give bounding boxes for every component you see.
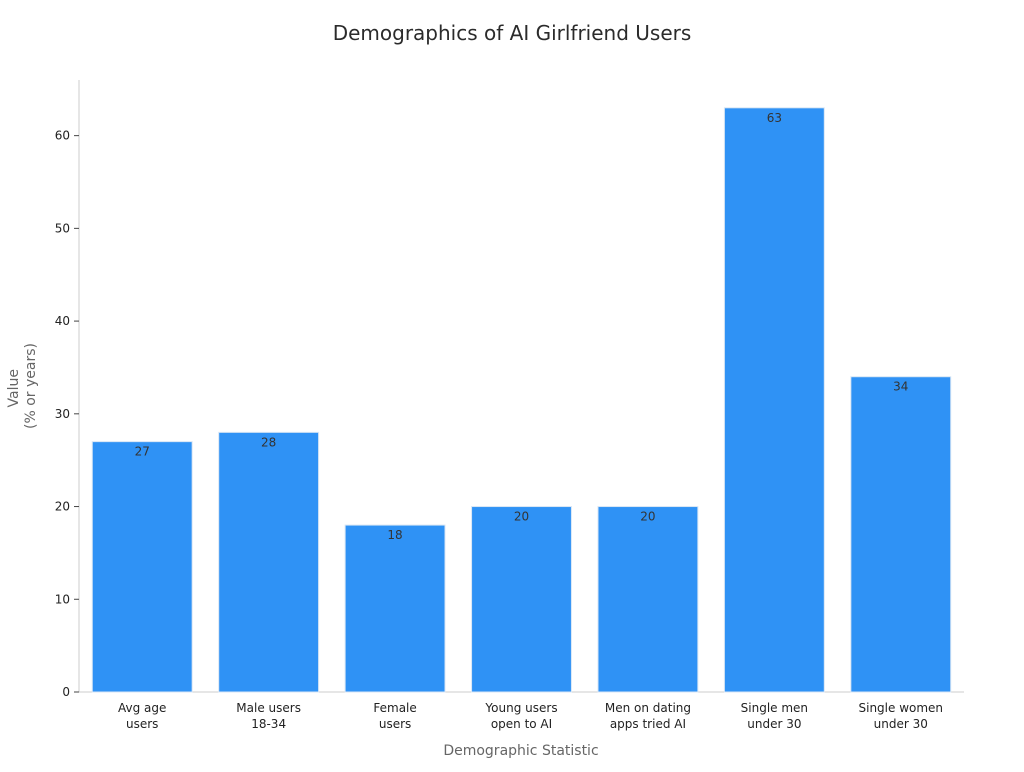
x-axis-title: Demographic Statistic bbox=[443, 743, 598, 759]
bar-value-label: 34 bbox=[893, 380, 908, 394]
y-axis-ticks: 0 10 20 30 40 50 60 bbox=[55, 129, 79, 699]
x-category-label-line: Men on dating bbox=[605, 701, 691, 715]
chart-title: Demographics of AI Girlfriend Users bbox=[333, 21, 692, 45]
bar bbox=[597, 506, 699, 693]
x-axis-category-labels: Avg age users Male users 18-34 Female users Yo… bbox=[118, 701, 943, 731]
x-category-label-line: Female bbox=[373, 701, 416, 715]
x-category-label: Male users 18-34 bbox=[236, 701, 301, 731]
x-category-label-line: Young users bbox=[484, 701, 557, 715]
bar bbox=[723, 107, 825, 693]
y-tick-label: 50 bbox=[55, 221, 70, 235]
bars bbox=[91, 107, 952, 693]
y-axis-title-line-1: Value bbox=[6, 369, 22, 407]
bar-data-labels: 27 28 18 20 20 63 34 bbox=[135, 111, 909, 542]
y-tick-label: 40 bbox=[55, 314, 70, 328]
y-tick-label: 30 bbox=[55, 407, 70, 421]
x-category-label-line: open to AI bbox=[491, 717, 552, 731]
bar bbox=[91, 441, 193, 693]
x-category-label-line: under 30 bbox=[874, 717, 928, 731]
x-category-label-line: under 30 bbox=[747, 717, 801, 731]
x-category-label-line: Male users bbox=[236, 701, 301, 715]
x-category-label: Single women under 30 bbox=[859, 701, 944, 731]
bar bbox=[344, 524, 446, 693]
svg-text:Value (% or years): Value (% or years) bbox=[6, 343, 39, 429]
bar-value-label: 28 bbox=[261, 435, 276, 449]
bar-value-label: 63 bbox=[767, 111, 782, 125]
bar bbox=[471, 506, 572, 693]
x-category-label: Single men under 30 bbox=[741, 701, 808, 731]
x-category-label: Men on dating apps tried AI bbox=[605, 701, 691, 731]
x-category-label: Young users open to AI bbox=[484, 701, 557, 731]
y-tick-label: 20 bbox=[55, 500, 70, 514]
y-tick-label: 0 bbox=[62, 685, 70, 699]
y-axis-title: Value (% or years) bbox=[6, 343, 39, 429]
y-tick-label: 10 bbox=[55, 592, 70, 606]
x-category-label: Female users bbox=[373, 701, 416, 731]
bar-value-label: 18 bbox=[387, 528, 402, 542]
x-category-label-line: Single women bbox=[859, 701, 944, 715]
x-category-label-line: apps tried AI bbox=[610, 717, 686, 731]
x-category-label-line: users bbox=[379, 717, 411, 731]
x-category-label-line: Single men bbox=[741, 701, 808, 715]
y-tick-label: 60 bbox=[55, 129, 70, 143]
bar bbox=[218, 431, 320, 693]
x-category-label: Avg age users bbox=[118, 701, 166, 731]
x-category-label-line: users bbox=[126, 717, 158, 731]
y-axis-title-line-2: (% or years) bbox=[23, 343, 39, 429]
bar-value-label: 20 bbox=[514, 510, 529, 524]
bar bbox=[850, 376, 952, 693]
bar-value-label: 27 bbox=[135, 445, 150, 459]
bar-value-label: 20 bbox=[640, 510, 655, 524]
x-category-label-line: Avg age bbox=[118, 701, 166, 715]
x-category-label-line: 18-34 bbox=[251, 717, 286, 731]
